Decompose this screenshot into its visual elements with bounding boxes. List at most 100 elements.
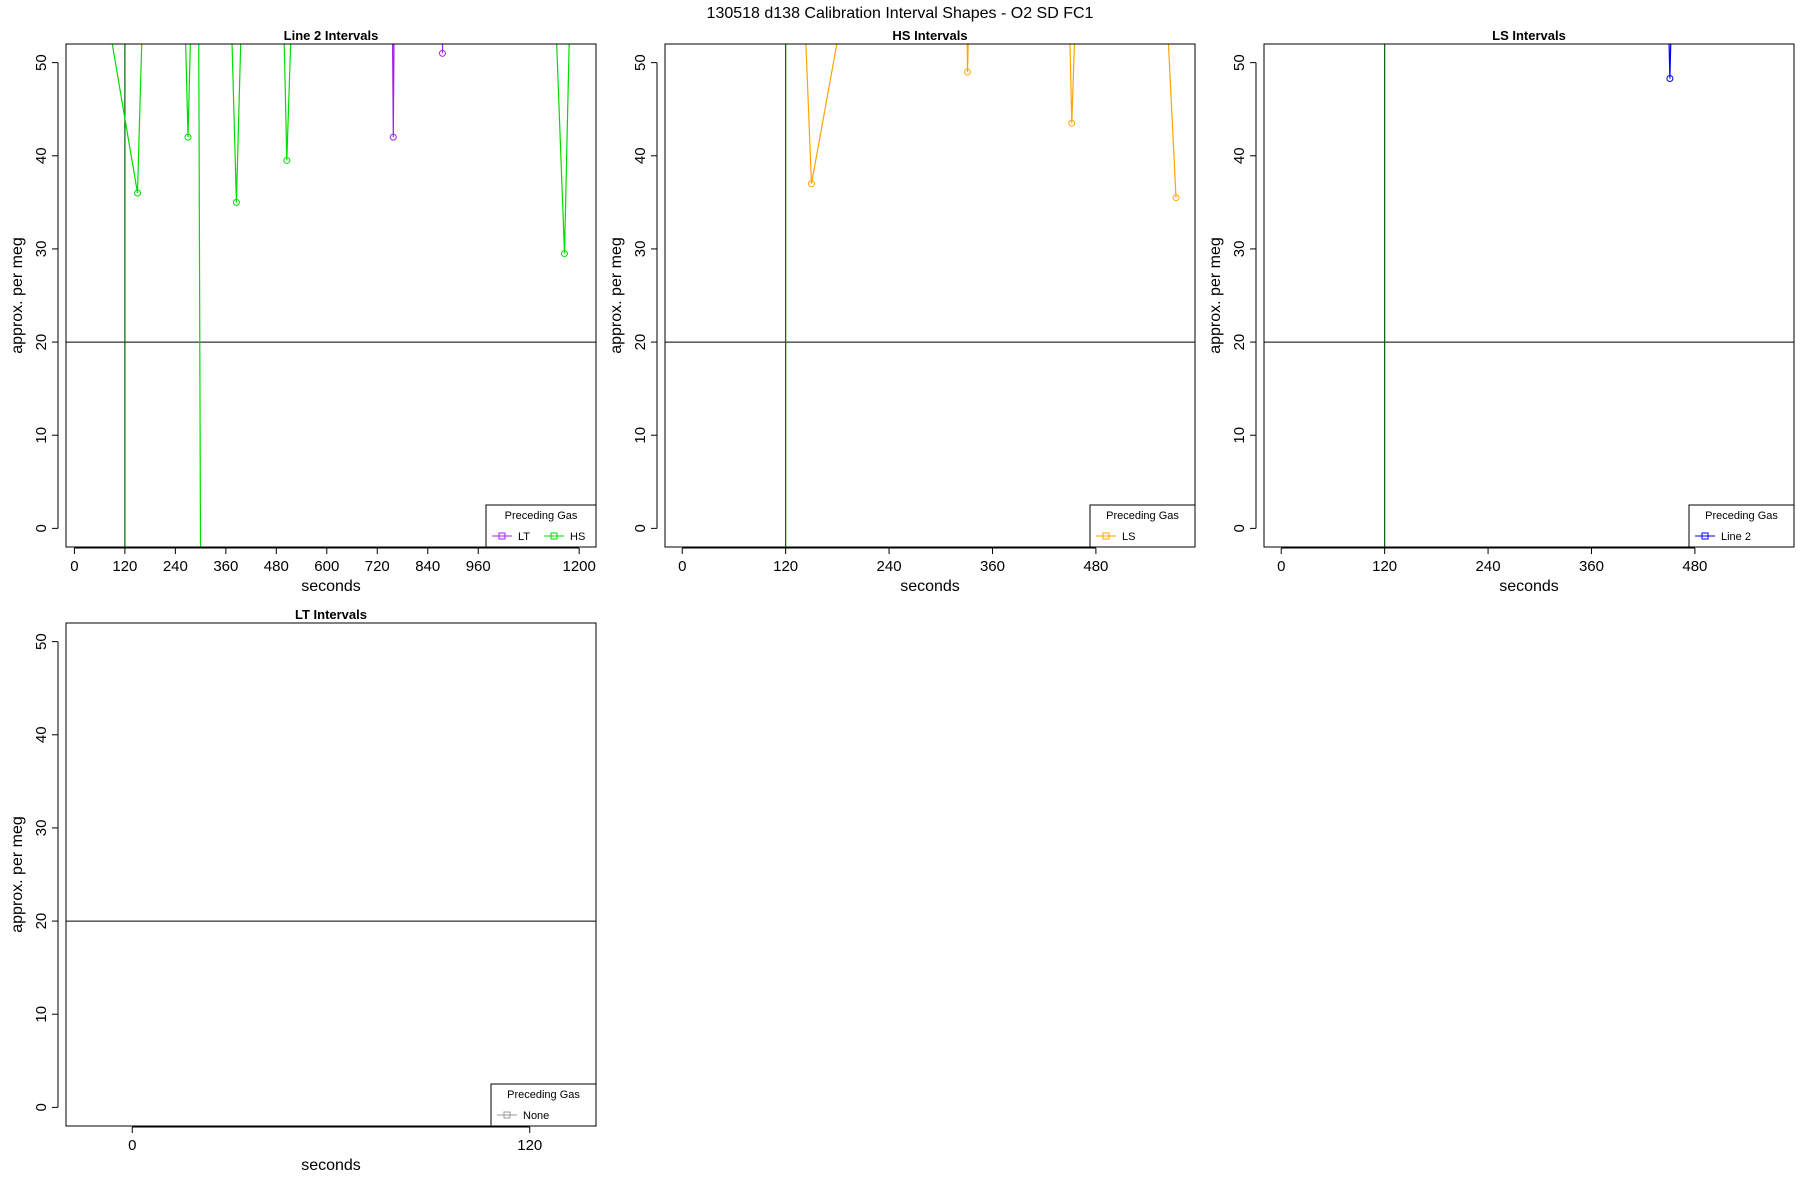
data-point (1068, 119, 1076, 127)
legend-box (1089, 504, 1196, 548)
x-tick-label: 0 (128, 1137, 136, 1154)
legend-title: Preceding Gas (505, 510, 578, 522)
y-tick-label: 40 (632, 147, 649, 164)
legend-entry-label: Line 2 (1721, 531, 1751, 543)
y-tick-label: 40 (33, 147, 50, 164)
series-line-3 (231, 44, 242, 203)
x-axis-label: seconds (301, 1157, 361, 1174)
chart-panel-4: LT Intervals 0 10 20 30 40 50 approx. per meg 0 1… (9, 607, 597, 1174)
x-tick-label: 0 (678, 558, 686, 575)
y-axis-label: approx. per meg (1207, 237, 1224, 354)
series-line-4 (283, 44, 292, 161)
legend-entry-label: None (523, 1110, 549, 1122)
legend-title: Preceding Gas (507, 1089, 580, 1101)
y-tick-label: 20 (1231, 334, 1248, 351)
y-tick-label: 10 (33, 1006, 50, 1023)
x-tick-label: 360 (1579, 558, 1604, 575)
x-tick-label: 360 (213, 558, 238, 575)
legend-swatch-marker (503, 1111, 511, 1119)
plot-frame (1263, 43, 1795, 548)
legend-box (1688, 504, 1795, 548)
legend: Preceding Gas LT HS (485, 504, 597, 548)
legend-box (485, 504, 597, 548)
x-tick-label: 240 (877, 558, 902, 575)
legend-title: Preceding Gas (1106, 510, 1179, 522)
y-tick-label: 0 (33, 524, 50, 532)
legend-swatch-marker (1701, 532, 1709, 540)
y-tick-label: 0 (632, 524, 649, 532)
series-line-2 (966, 44, 969, 72)
series-line-5 (556, 44, 570, 254)
x-tick-label: 120 (1372, 558, 1397, 575)
y-axis-label: approx. per meg (9, 237, 26, 354)
x-tick-label: 360 (980, 558, 1005, 575)
x-tick-label: 720 (365, 558, 390, 575)
x-axis-label: seconds (301, 578, 361, 595)
x-tick-label: 480 (264, 558, 289, 575)
series-line-1 (111, 44, 143, 194)
y-tick-label: 40 (1231, 147, 1248, 164)
x-tick-label: 240 (163, 558, 188, 575)
y-tick-label: 0 (1231, 524, 1248, 532)
data-point (438, 49, 446, 57)
y-tick-label: 20 (33, 913, 50, 930)
panel-title: Line 2 Intervals (284, 28, 379, 43)
series-line-3 (1069, 44, 1076, 124)
series-line-2 (185, 44, 191, 138)
chart-panel-3: LS Intervals 0 10 20 30 40 50 approx. per meg 0 1… (1207, 28, 1795, 595)
x-tick-label: 1200 (562, 558, 595, 575)
x-tick-label: 600 (314, 558, 339, 575)
plot-area (66, 44, 596, 547)
y-axis-label: approx. per meg (608, 237, 625, 354)
panel-title: HS Intervals (892, 28, 967, 43)
y-tick-label: 50 (1231, 54, 1248, 71)
y-tick-label: 50 (33, 54, 50, 71)
y-tick-label: 30 (1231, 241, 1248, 258)
plot-area (1264, 44, 1794, 547)
chart-panel-1: Line 2 Intervals 0 10 20 30 40 50 approx. per m… (9, 28, 597, 595)
x-tick-label: 0 (1277, 558, 1285, 575)
series-line-1 (1668, 44, 1672, 79)
y-tick-label: 10 (632, 427, 649, 444)
legend-entry-label: LT (518, 531, 530, 543)
y-tick-label: 30 (33, 241, 50, 258)
data-point (808, 180, 816, 188)
panel-title: LS Intervals (1492, 28, 1566, 43)
legend-swatch-marker (1102, 532, 1110, 540)
legend: Preceding Gas None (490, 1083, 597, 1127)
x-tick-label: 120 (517, 1137, 542, 1154)
data-point (184, 133, 192, 141)
x-tick-label: 0 (70, 558, 78, 575)
series-line-1 (805, 44, 838, 184)
data-point (963, 68, 971, 76)
x-tick-label: 240 (1476, 558, 1501, 575)
y-tick-label: 10 (33, 427, 50, 444)
x-tick-label: 120 (112, 558, 137, 575)
x-axis-label: seconds (1499, 578, 1559, 595)
series-line-6 (198, 44, 202, 547)
y-tick-label: 20 (33, 334, 50, 351)
y-tick-label: 40 (33, 726, 50, 743)
data-point (1666, 74, 1674, 82)
plot-frame (664, 43, 1196, 548)
legend: Preceding Gas LS (1089, 504, 1196, 548)
y-tick-label: 10 (1231, 427, 1248, 444)
legend-entry-label: LS (1122, 531, 1135, 543)
legend-swatch-marker (550, 532, 558, 540)
data-point (232, 198, 240, 206)
x-tick-label: 120 (773, 558, 798, 575)
x-tick-label: 960 (466, 558, 491, 575)
plot-frame (65, 622, 597, 1127)
legend: Preceding Gas Line 2 (1688, 504, 1795, 548)
y-axis-label: approx. per meg (9, 816, 26, 933)
legend-title: Preceding Gas (1705, 510, 1778, 522)
x-tick-label: 480 (1083, 558, 1108, 575)
y-tick-label: 30 (33, 820, 50, 837)
plot-frame (65, 43, 597, 548)
legend-entry-label: HS (570, 531, 585, 543)
legend-swatch-marker (498, 532, 506, 540)
series-line-4 (1167, 44, 1177, 198)
chart-panel-2: HS Intervals 0 10 20 30 40 50 approx. per meg 0 1… (608, 28, 1196, 595)
y-tick-label: 50 (632, 54, 649, 71)
y-tick-label: 0 (33, 1103, 50, 1111)
